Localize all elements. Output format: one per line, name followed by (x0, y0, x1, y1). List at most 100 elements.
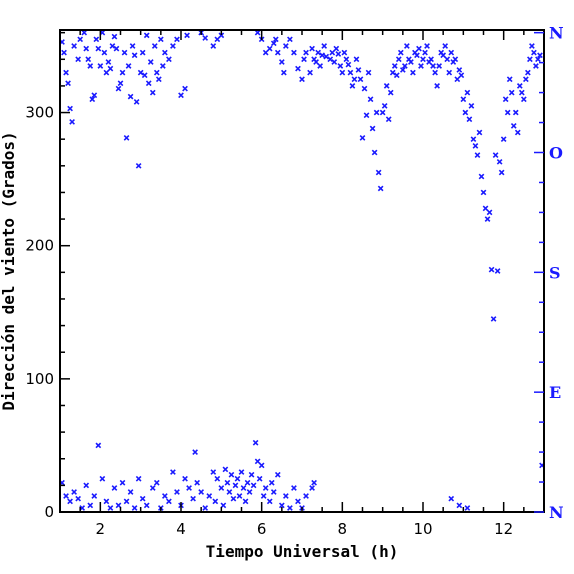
axis-ticks (59, 30, 545, 513)
data-point (333, 45, 340, 52)
data-point (537, 52, 543, 59)
data-point (141, 72, 148, 79)
data-point (214, 475, 221, 482)
data-point (162, 49, 168, 56)
data-point (313, 59, 319, 65)
y-tick-label: 300 (25, 104, 54, 122)
data-point (329, 49, 336, 56)
data-point (331, 59, 338, 65)
data-point (131, 505, 138, 511)
data-point (103, 498, 110, 505)
data-point (339, 69, 346, 76)
data-point (97, 63, 104, 69)
data-point (311, 479, 317, 486)
data-point (355, 67, 362, 73)
data-point (135, 162, 142, 169)
data-point (85, 56, 92, 63)
data-point (468, 103, 475, 109)
data-point (119, 69, 126, 76)
data-point (103, 69, 110, 76)
data-point (111, 485, 118, 491)
data-point (420, 56, 426, 63)
data-point (119, 479, 126, 486)
data-point (291, 49, 297, 56)
data-point (337, 63, 344, 69)
data-point (210, 469, 217, 475)
data-point (319, 52, 326, 59)
data-point (248, 471, 255, 478)
data-point (359, 134, 366, 141)
data-point (383, 83, 390, 89)
data-point (367, 96, 374, 103)
data-point (266, 498, 273, 505)
data-point (151, 43, 158, 49)
data-point (525, 69, 531, 76)
data-point (71, 489, 77, 495)
data-point (75, 56, 82, 63)
data-point (478, 173, 485, 180)
data-point (270, 489, 277, 495)
data-point (428, 56, 434, 63)
data-point (258, 462, 265, 469)
data-point (117, 80, 124, 87)
data-point (139, 49, 146, 56)
data-point (230, 495, 237, 502)
data-point (446, 69, 453, 76)
data-point (75, 495, 82, 502)
data-point (153, 479, 160, 486)
data-point (414, 52, 420, 59)
data-point (408, 59, 414, 65)
data-point (514, 129, 521, 136)
data-point (170, 43, 176, 49)
data-point (274, 471, 281, 478)
data-point (268, 479, 275, 486)
data-point (192, 449, 198, 455)
data-point (250, 482, 257, 489)
data-point (202, 35, 209, 41)
data-point (105, 59, 112, 65)
data-point (91, 92, 98, 99)
data-point (369, 125, 376, 132)
data-point (399, 67, 406, 73)
data-point (87, 502, 94, 509)
data-point (391, 63, 398, 69)
data-point (214, 36, 221, 43)
data-point (206, 493, 213, 499)
data-point (190, 495, 196, 502)
data-point (498, 169, 505, 176)
data-point (166, 56, 172, 63)
data-point (327, 56, 334, 63)
y-tick-label: 200 (25, 237, 54, 255)
data-point (470, 136, 477, 143)
data-point (456, 67, 463, 73)
data-point (89, 96, 96, 103)
data-point (178, 92, 184, 99)
data-point (254, 29, 261, 36)
data-point (315, 49, 321, 56)
data-point (61, 49, 67, 56)
data-point (170, 469, 176, 475)
data-point (317, 63, 324, 69)
data-point (434, 83, 440, 89)
data-point (486, 209, 493, 216)
data-point (115, 502, 122, 509)
data-point (309, 485, 315, 491)
data-point (512, 109, 519, 116)
data-point (280, 69, 287, 76)
data-point (198, 489, 205, 495)
data-point (242, 498, 249, 505)
data-point (266, 45, 273, 52)
data-point (123, 134, 130, 141)
data-point (111, 33, 118, 40)
data-point (174, 36, 180, 43)
data-point (341, 49, 348, 56)
data-point (508, 89, 515, 96)
data-point (81, 29, 88, 36)
data-point (531, 49, 537, 56)
data-point (363, 112, 370, 119)
data-point (416, 45, 422, 52)
data-point (351, 76, 358, 83)
data-point (133, 99, 140, 105)
data-point (440, 52, 447, 59)
data-point (283, 493, 289, 499)
